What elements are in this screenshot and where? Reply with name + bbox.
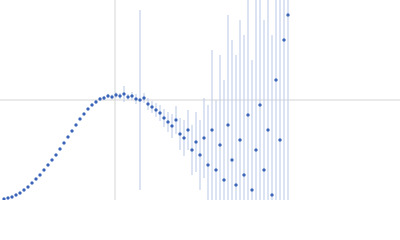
data-point [98, 97, 102, 101]
data-point [122, 92, 126, 96]
data-point [218, 143, 222, 147]
data-point [230, 158, 234, 162]
data-point [258, 103, 262, 107]
data-point [198, 153, 202, 157]
data-point [66, 135, 70, 139]
data-point [186, 128, 190, 132]
data-point [278, 138, 282, 142]
data-point [42, 168, 46, 172]
data-point [38, 173, 42, 177]
data-point [50, 158, 54, 162]
data-point [174, 118, 178, 122]
data-point [134, 97, 138, 101]
data-point [26, 185, 30, 189]
data-point [214, 168, 218, 172]
data-point [114, 93, 118, 97]
data-point [178, 132, 182, 136]
data-point [2, 197, 6, 200]
data-point [202, 136, 206, 140]
data-point [246, 113, 250, 117]
data-point [14, 193, 18, 197]
data-point [190, 148, 194, 152]
data-point [6, 196, 10, 200]
data-point [54, 153, 58, 157]
data-point [210, 128, 214, 132]
data-point [110, 95, 114, 99]
data-point [142, 96, 146, 100]
data-point [254, 148, 258, 152]
data-point [222, 178, 226, 182]
data-point [34, 177, 38, 181]
data-point [206, 163, 210, 167]
data-point [162, 116, 166, 120]
data-point [138, 98, 142, 102]
data-point [86, 107, 90, 111]
data-point [58, 147, 62, 151]
data-point [94, 100, 98, 104]
data-point [270, 193, 274, 197]
data-point [250, 188, 254, 192]
data-point [30, 181, 34, 185]
chart [0, 0, 400, 200]
data-point [262, 168, 266, 172]
data-point [286, 13, 290, 17]
data-point [234, 183, 238, 187]
data-point [90, 103, 94, 107]
data-point [22, 188, 26, 192]
data-point [182, 136, 186, 140]
data-point [266, 128, 270, 132]
data-point [150, 105, 154, 109]
data-point [82, 112, 86, 116]
data-point [194, 140, 198, 144]
data-point [282, 38, 286, 42]
data-point [238, 138, 242, 142]
data-point [146, 102, 150, 106]
data-point [70, 129, 74, 133]
data-point [130, 94, 134, 98]
data-point [18, 191, 22, 195]
data-point [74, 123, 78, 127]
data-point [158, 111, 162, 115]
data-point [62, 141, 66, 145]
data-point [102, 96, 106, 100]
data-point [170, 124, 174, 128]
data-point [154, 108, 158, 112]
data-point [46, 163, 50, 167]
data-point [274, 78, 278, 82]
data-point [78, 117, 82, 121]
data-point [242, 173, 246, 177]
data-point [126, 95, 130, 99]
data-point [106, 94, 110, 98]
data-point [166, 120, 170, 124]
data-point [226, 123, 230, 127]
data-point [10, 195, 14, 199]
data-point [118, 94, 122, 98]
